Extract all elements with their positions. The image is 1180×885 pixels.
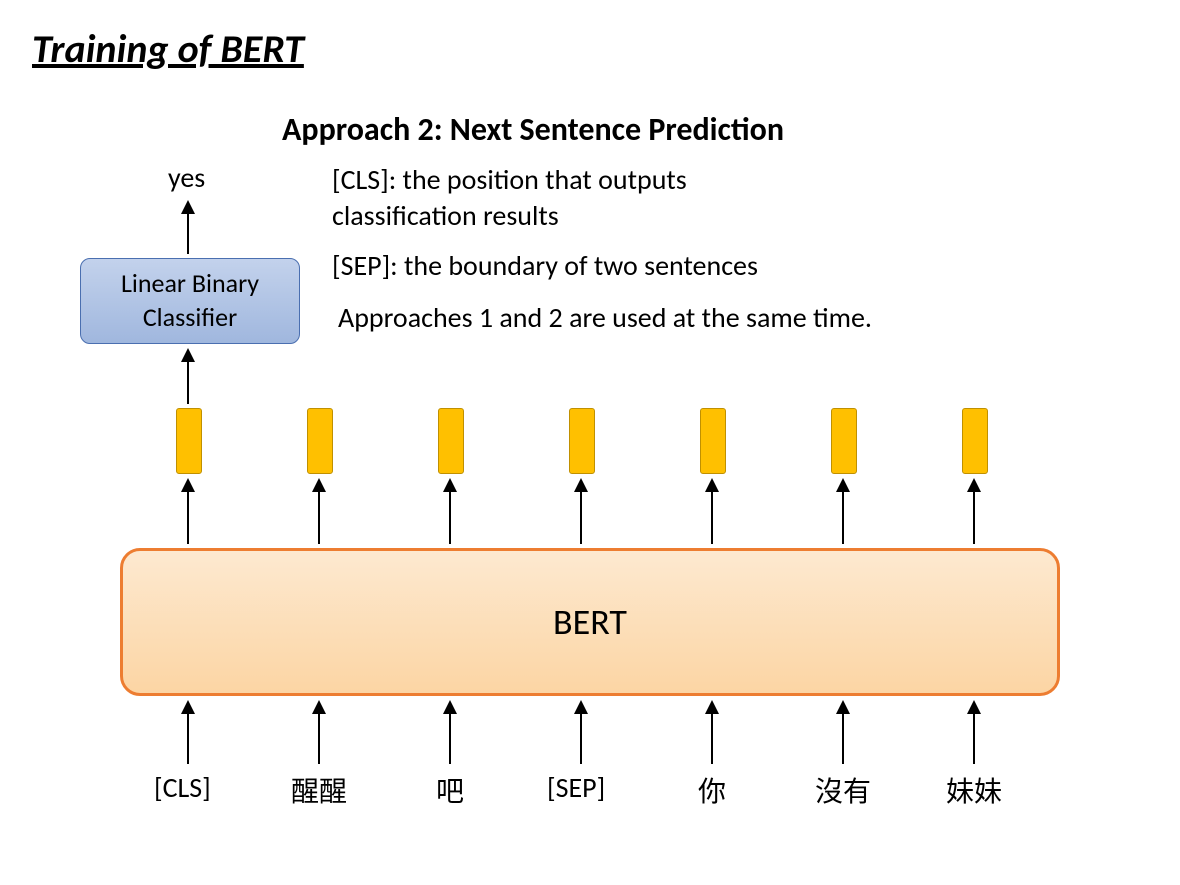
approaches-note: Approaches 1 and 2 are used at the same …	[338, 300, 872, 336]
bert-box: BERT	[120, 548, 1060, 696]
input-token-0: [CLS]	[154, 770, 211, 805]
output-embedding-bar-4	[700, 408, 726, 474]
output-embedding-bar-1	[307, 408, 333, 474]
yes-label: yes	[168, 160, 205, 195]
cls-description: [CLS]: the position that outputs classif…	[332, 162, 687, 235]
input-token-1: 醒醒	[291, 770, 347, 810]
sep-description: [SEP]: the boundary of two sentences	[332, 248, 758, 284]
output-embedding-bar-5	[831, 408, 857, 474]
bert-label: BERT	[553, 600, 627, 644]
approach-subtitle: Approach 2: Next Sentence Prediction	[282, 110, 784, 149]
input-token-4: 你	[698, 770, 726, 810]
cls-desc-line2: classification results	[332, 198, 559, 233]
input-token-6: 妹妹	[946, 770, 1002, 810]
input-token-3: [SEP]	[547, 770, 605, 805]
cls-desc-line1: [CLS]: the position that outputs	[332, 162, 687, 197]
slide-title: Training of BERT	[32, 24, 304, 73]
input-token-2: 吧	[436, 770, 464, 810]
output-embedding-bar-0	[176, 408, 202, 474]
classifier-label: Linear BinaryClassifier	[121, 267, 259, 335]
classifier-box: Linear BinaryClassifier	[80, 258, 300, 344]
output-embedding-bar-3	[569, 408, 595, 474]
output-embedding-bar-2	[438, 408, 464, 474]
input-token-5: 沒有	[815, 770, 871, 810]
output-embedding-bar-6	[962, 408, 988, 474]
